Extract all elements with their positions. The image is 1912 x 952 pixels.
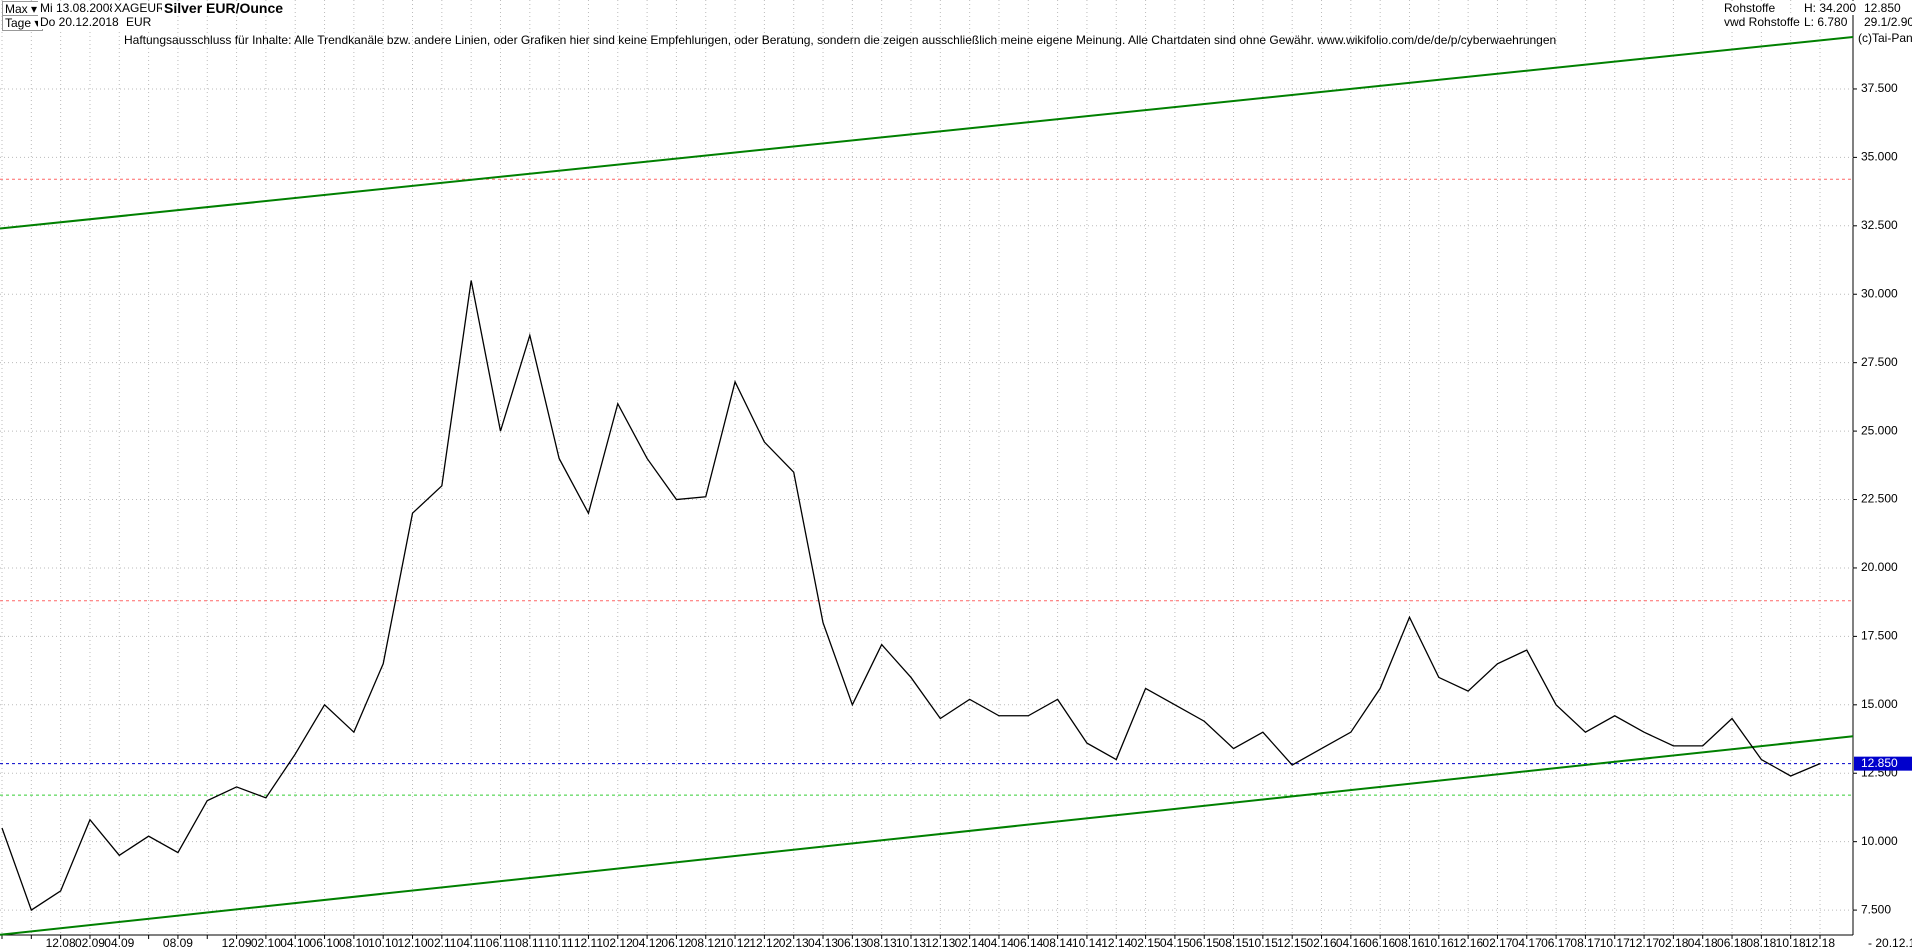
- x-tick-label: 08.11: [515, 936, 544, 950]
- x-tick-label: 12.13: [925, 936, 955, 950]
- y-tick-label: 20.000: [1861, 560, 1898, 574]
- y-tick-label: 10.000: [1861, 834, 1898, 848]
- x-tick-label: 12.11: [574, 936, 603, 950]
- range-dropdown[interactable]: Max ▾: [2, 1, 41, 17]
- x-tick-label: 02.15: [1131, 936, 1161, 950]
- x-tick-label: 12.18: [1805, 936, 1835, 950]
- low: L: 6.780: [1802, 15, 1850, 29]
- x-tick-label: 02.17: [1482, 936, 1512, 950]
- x-tick-label: 06.12: [661, 936, 691, 950]
- x-tick-label: 04.11: [457, 936, 486, 950]
- x-tick-label: 02.12: [603, 936, 633, 950]
- y-tick-label: 25.000: [1861, 423, 1898, 437]
- chart-title: Silver EUR/Ounce: [162, 0, 286, 16]
- last-value-box: [1854, 756, 1912, 771]
- trend-line: [0, 735, 1854, 936]
- start-date: Mi 13.08.2008: [38, 1, 119, 15]
- x-tick-label: 04.10: [280, 936, 310, 950]
- x-tick-label: 12.14: [1101, 936, 1131, 950]
- x-tick-label: 06.13: [837, 936, 867, 950]
- x-tick-label: 04.14: [984, 936, 1014, 950]
- x-tick-label: 06.11: [486, 936, 515, 950]
- x-tick-label: 04.12: [632, 936, 662, 950]
- x-tick-label: 08.14: [1043, 936, 1073, 950]
- x-tick-label: 04.18: [1688, 936, 1718, 950]
- last-date-text: 20.12.18: [1875, 936, 1912, 950]
- source: vwd Rohstoffe: [1722, 15, 1802, 29]
- x-tick-label: 06.18: [1717, 936, 1747, 950]
- end-date: Do 20.12.2018: [38, 15, 121, 29]
- x-tick-label: 12.12: [749, 936, 779, 950]
- x-tick-label: 06.10: [310, 936, 340, 950]
- x-tick-label: 04.16: [1336, 936, 1366, 950]
- y-tick-label: 32.500: [1861, 218, 1898, 232]
- x-tick-label: 10.16: [1424, 936, 1454, 950]
- dash: -: [1868, 936, 1872, 950]
- currency: EUR: [124, 15, 154, 29]
- x-tick-label: 12.09: [222, 936, 252, 950]
- x-tick-label: 08.10: [339, 936, 369, 950]
- x-tick-label: 10.11: [545, 936, 574, 950]
- y-tick-label: 22.500: [1861, 492, 1898, 506]
- x-tick-label: 10.14: [1072, 936, 1102, 950]
- x-tick-label: 02.09: [75, 936, 105, 950]
- x-tick-label: 04.15: [1160, 936, 1190, 950]
- y-tick-label: 30.000: [1861, 286, 1898, 300]
- x-tick-label: 02.16: [1307, 936, 1337, 950]
- scale-info: 29.1/2.900: [1862, 15, 1912, 29]
- y-tick-label: 17.500: [1861, 629, 1898, 643]
- x-tick-label: 06.17: [1541, 936, 1571, 950]
- x-tick-label: 12.16: [1453, 936, 1483, 950]
- trend-line: [0, 35, 1854, 230]
- y-tick-label: 27.500: [1861, 355, 1898, 369]
- disclaimer: Haftungsausschluss für Inhalte: Alle Tre…: [124, 33, 1557, 47]
- x-tick-label: 10.10: [368, 936, 398, 950]
- x-tick-label: 04.17: [1512, 936, 1542, 950]
- x-tick-label: 06.14: [1013, 936, 1043, 950]
- x-tick-label: 04.09: [104, 936, 134, 950]
- x-tick-label: 06.15: [1189, 936, 1219, 950]
- y-tick-label: 35.000: [1861, 150, 1898, 164]
- last-value-label: 12.850: [1861, 756, 1898, 770]
- last: 12.850: [1862, 1, 1903, 15]
- x-tick-label: 08.09: [163, 936, 193, 950]
- x-tick-label: 02.13: [779, 936, 809, 950]
- price-line: [1, 280, 1821, 912]
- y-tick-label: 37.500: [1861, 81, 1898, 95]
- x-tick-label: 10.15: [1248, 936, 1278, 950]
- x-tick-label: 06.16: [1365, 936, 1395, 950]
- last-date: - 20.12.18: [1866, 936, 1912, 950]
- x-tick-label: 10.18: [1776, 936, 1806, 950]
- x-tick-label: 12.15: [1277, 936, 1307, 950]
- x-tick-label: 12.10: [398, 936, 428, 950]
- x-tick-label: 08.17: [1570, 936, 1600, 950]
- x-tick-label: 08.18: [1746, 936, 1776, 950]
- market: Rohstoffe: [1722, 1, 1778, 15]
- x-tick-label: 12.08: [46, 936, 76, 950]
- x-tick-label: 08.13: [867, 936, 897, 950]
- x-tick-label: 02.18: [1658, 936, 1688, 950]
- x-tick-label: 02.11: [427, 936, 456, 950]
- x-tick-label: 10.12: [720, 936, 750, 950]
- period-dropdown[interactable]: Tage ▾: [2, 15, 44, 31]
- x-tick-label: 08.16: [1394, 936, 1424, 950]
- x-tick-label: 08.15: [1219, 936, 1249, 950]
- x-tick-label: 02.10: [251, 936, 281, 950]
- x-tick-label: 10.13: [896, 936, 926, 950]
- x-tick-label: 02.14: [955, 936, 985, 950]
- x-tick-label: 12.17: [1629, 936, 1659, 950]
- x-tick-label: 08.12: [691, 936, 721, 950]
- y-tick-label: 7.500: [1861, 902, 1891, 916]
- copyright: (c)Tai-Pan: [1856, 31, 1912, 45]
- x-tick-label: 10.17: [1600, 936, 1630, 950]
- symbol: XAGEUR: [112, 1, 167, 15]
- x-tick-label: 04.13: [808, 936, 838, 950]
- y-tick-label: 15.000: [1861, 697, 1898, 711]
- high: H: 34.200: [1802, 1, 1859, 15]
